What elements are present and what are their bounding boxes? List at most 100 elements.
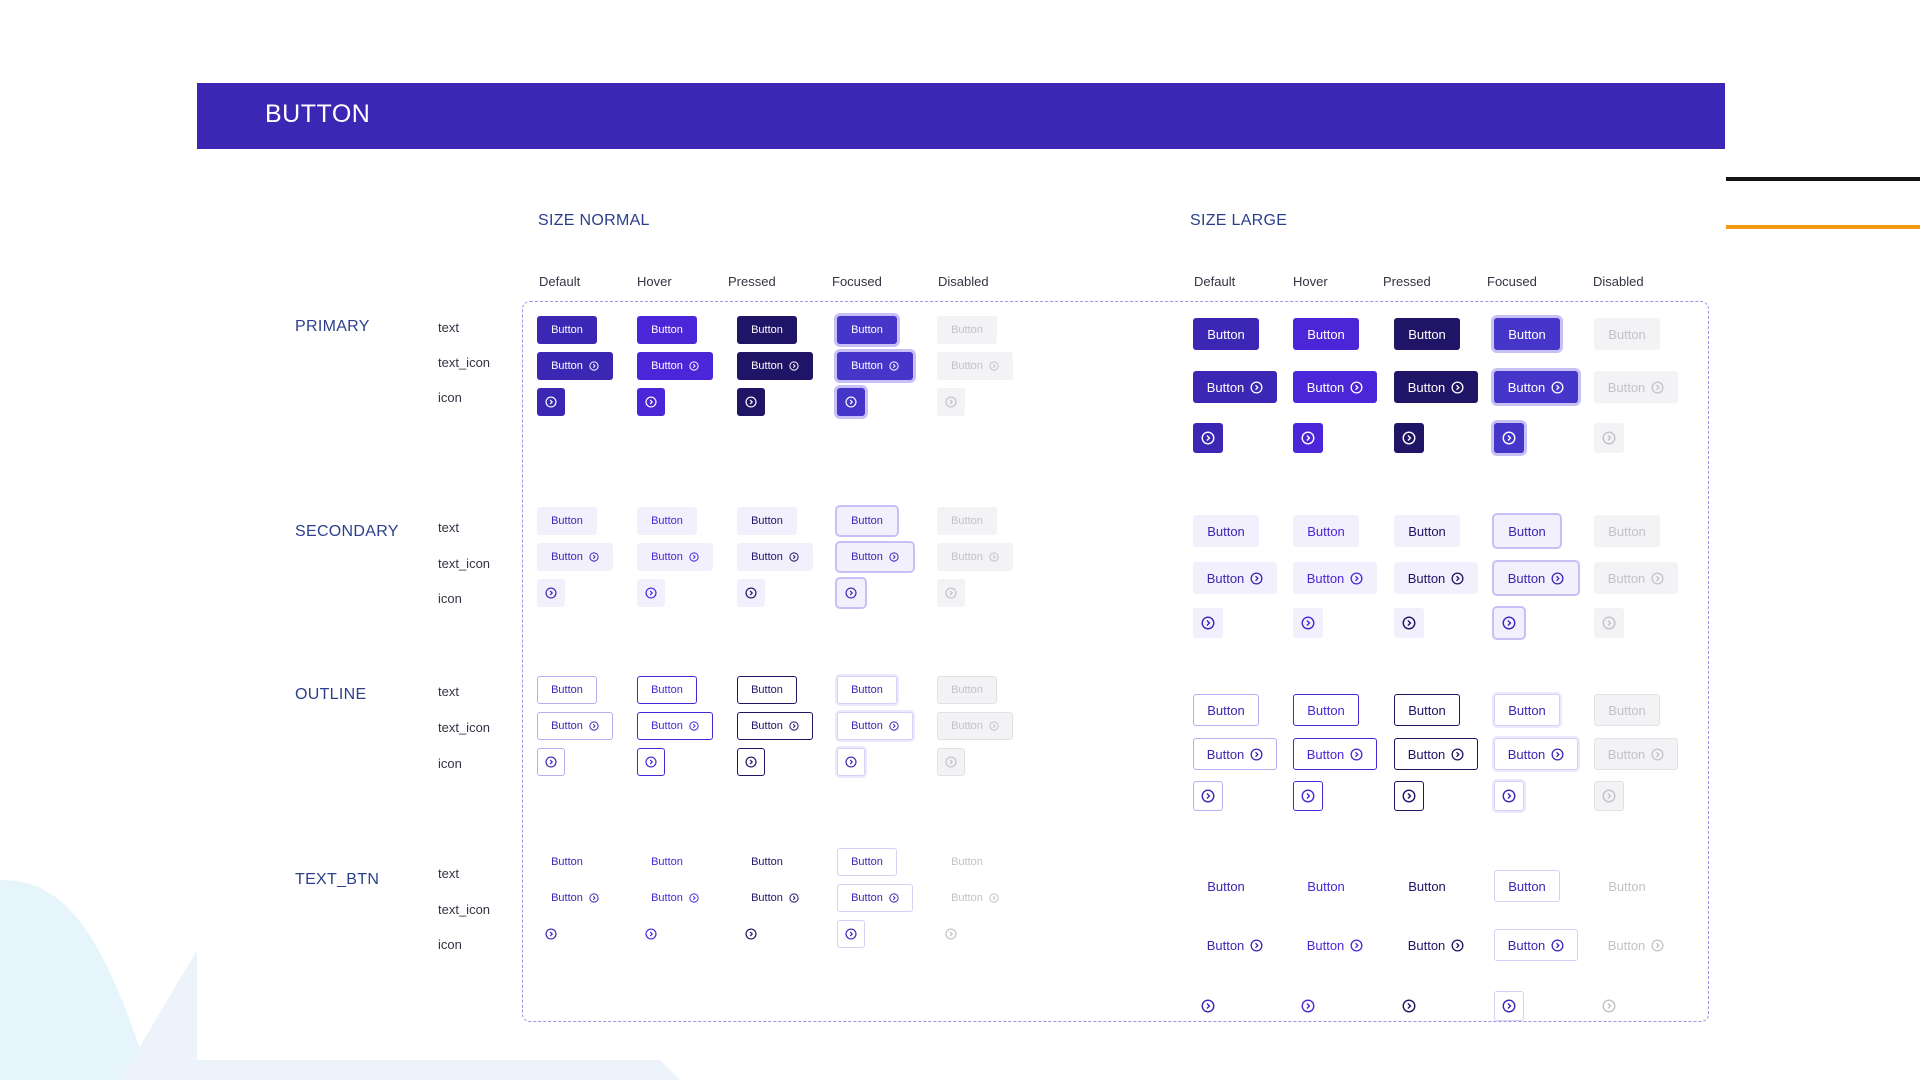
outline-text-hover-large-button[interactable]: Button [1293, 694, 1359, 726]
primary-icon-pressed-normal-button[interactable] [737, 388, 765, 416]
primary-text-focused-large-button[interactable]: Button [1494, 318, 1560, 350]
secondary-icon-pressed-large-button[interactable] [1394, 608, 1424, 638]
outline-icon-hover-normal-button[interactable] [637, 748, 665, 776]
secondary-text-pressed-normal-button[interactable]: Button [737, 507, 797, 535]
primary-text_icon-focused-normal-button[interactable]: Button [837, 352, 913, 380]
text_btn-text-focused-normal-button[interactable]: Button [837, 848, 897, 876]
primary-text-hover-normal-button[interactable]: Button [637, 316, 697, 344]
text_btn-text_icon-default-large-button[interactable]: Button [1193, 929, 1277, 961]
primary-icon-default-normal-button[interactable] [537, 388, 565, 416]
outline-icon-focused-large-button[interactable] [1494, 781, 1524, 811]
text_btn-text_icon-hover-large-button[interactable]: Button [1293, 929, 1377, 961]
secondary-icon-default-normal-button[interactable] [537, 579, 565, 607]
outline-icon-pressed-large-button[interactable] [1394, 781, 1424, 811]
secondary-icon-focused-normal-button[interactable] [837, 579, 865, 607]
outline-text_icon-hover-normal-button[interactable]: Button [637, 712, 713, 740]
secondary-text_icon-default-normal-button[interactable]: Button [537, 543, 613, 571]
text_btn-icon-hover-large-button[interactable] [1293, 991, 1323, 1021]
text_btn-icon-default-normal-button[interactable] [537, 920, 565, 948]
outline-icon-focused-normal-button[interactable] [837, 748, 865, 776]
secondary-icon-focused-large-button[interactable] [1494, 608, 1524, 638]
text_btn-text-pressed-large-button[interactable]: Button [1394, 870, 1460, 902]
secondary-icon-hover-normal-button[interactable] [637, 579, 665, 607]
primary-icon-hover-normal-button[interactable] [637, 388, 665, 416]
outline-icon-pressed-normal-button[interactable] [737, 748, 765, 776]
text_btn-icon-focused-normal-button[interactable] [837, 920, 865, 948]
primary-text_icon-default-large-button[interactable]: Button [1193, 371, 1277, 403]
secondary-icon-hover-large-button[interactable] [1293, 608, 1323, 638]
primary-text_icon-pressed-normal-button[interactable]: Button [737, 352, 813, 380]
secondary-text_icon-default-large-button[interactable]: Button [1193, 562, 1277, 594]
text_btn-text-hover-large-button[interactable]: Button [1293, 870, 1359, 902]
text_btn-text_icon-hover-normal-button[interactable]: Button [637, 884, 713, 912]
secondary-text_icon-focused-large-button[interactable]: Button [1494, 562, 1578, 594]
text_btn-icon-default-large-button[interactable] [1193, 991, 1223, 1021]
chevron-right-circle-icon [589, 552, 599, 562]
outline-text-focused-normal-button[interactable]: Button [837, 676, 897, 704]
text_btn-icon-focused-large-button[interactable] [1494, 991, 1524, 1021]
text_btn-text-pressed-normal-button[interactable]: Button [737, 848, 797, 876]
secondary-text_icon-pressed-normal-button[interactable]: Button [737, 543, 813, 571]
primary-text-pressed-large-button[interactable]: Button [1394, 318, 1460, 350]
primary-text-pressed-normal-button[interactable]: Button [737, 316, 797, 344]
secondary-text-focused-large-button[interactable]: Button [1494, 515, 1560, 547]
primary-text_icon-hover-large-button[interactable]: Button [1293, 371, 1377, 403]
outline-text-default-normal-button[interactable]: Button [537, 676, 597, 704]
secondary-text_icon-hover-normal-button[interactable]: Button [637, 543, 713, 571]
outline-icon-hover-large-button[interactable] [1293, 781, 1323, 811]
primary-icon-hover-large-button[interactable] [1293, 423, 1323, 453]
secondary-text-default-large-button[interactable]: Button [1193, 515, 1259, 547]
outline-text_icon-focused-normal-button[interactable]: Button [837, 712, 913, 740]
text_btn-text_icon-default-normal-button[interactable]: Button [537, 884, 613, 912]
row-label-primary-icon: icon [438, 390, 462, 405]
outline-text_icon-focused-large-button[interactable]: Button [1494, 738, 1578, 770]
secondary-text-hover-normal-button[interactable]: Button [637, 507, 697, 535]
text_btn-text-default-large-button[interactable]: Button [1193, 870, 1259, 902]
primary-text-hover-large-button[interactable]: Button [1293, 318, 1359, 350]
button-label: Button [1408, 878, 1446, 894]
secondary-icon-default-large-button[interactable] [1193, 608, 1223, 638]
primary-icon-focused-normal-button[interactable] [837, 388, 865, 416]
chevron-right-circle-icon [1201, 999, 1215, 1013]
primary-icon-pressed-large-button[interactable] [1394, 423, 1424, 453]
outline-icon-default-large-button[interactable] [1193, 781, 1223, 811]
text_btn-text_icon-focused-large-button[interactable]: Button [1494, 929, 1578, 961]
outline-icon-default-normal-button[interactable] [537, 748, 565, 776]
text_btn-icon-pressed-large-button[interactable] [1394, 991, 1424, 1021]
text_btn-text_icon-focused-normal-button[interactable]: Button [837, 884, 913, 912]
primary-text-default-normal-button[interactable]: Button [537, 316, 597, 344]
text_btn-text_icon-pressed-large-button[interactable]: Button [1394, 929, 1478, 961]
secondary-text-pressed-large-button[interactable]: Button [1394, 515, 1460, 547]
text_btn-text-hover-normal-button[interactable]: Button [637, 848, 697, 876]
primary-text-default-large-button[interactable]: Button [1193, 318, 1259, 350]
outline-text_icon-pressed-normal-button[interactable]: Button [737, 712, 813, 740]
outline-text-pressed-large-button[interactable]: Button [1394, 694, 1460, 726]
outline-text-pressed-normal-button[interactable]: Button [737, 676, 797, 704]
primary-icon-default-large-button[interactable] [1193, 423, 1223, 453]
text_btn-text_icon-pressed-normal-button[interactable]: Button [737, 884, 813, 912]
secondary-text_icon-hover-large-button[interactable]: Button [1293, 562, 1377, 594]
secondary-text_icon-pressed-large-button[interactable]: Button [1394, 562, 1478, 594]
primary-text_icon-pressed-large-button[interactable]: Button [1394, 371, 1478, 403]
secondary-text-hover-large-button[interactable]: Button [1293, 515, 1359, 547]
outline-text_icon-pressed-large-button[interactable]: Button [1394, 738, 1478, 770]
primary-icon-focused-large-button[interactable] [1494, 423, 1524, 453]
secondary-text_icon-focused-normal-button[interactable]: Button [837, 543, 913, 571]
secondary-text-focused-normal-button[interactable]: Button [837, 507, 897, 535]
outline-text_icon-default-large-button[interactable]: Button [1193, 738, 1277, 770]
outline-text-hover-normal-button[interactable]: Button [637, 676, 697, 704]
text_btn-icon-pressed-normal-button[interactable] [737, 920, 765, 948]
outline-text-default-large-button[interactable]: Button [1193, 694, 1259, 726]
secondary-icon-pressed-normal-button[interactable] [737, 579, 765, 607]
outline-text_icon-hover-large-button[interactable]: Button [1293, 738, 1377, 770]
text_btn-icon-hover-normal-button[interactable] [637, 920, 665, 948]
primary-text_icon-default-normal-button[interactable]: Button [537, 352, 613, 380]
primary-text_icon-focused-large-button[interactable]: Button [1494, 371, 1578, 403]
text_btn-text-default-normal-button[interactable]: Button [537, 848, 597, 876]
primary-text-focused-normal-button[interactable]: Button [837, 316, 897, 344]
primary-text_icon-hover-normal-button[interactable]: Button [637, 352, 713, 380]
text_btn-text-focused-large-button[interactable]: Button [1494, 870, 1560, 902]
secondary-text-default-normal-button[interactable]: Button [537, 507, 597, 535]
outline-text-focused-large-button[interactable]: Button [1494, 694, 1560, 726]
outline-text_icon-default-normal-button[interactable]: Button [537, 712, 613, 740]
